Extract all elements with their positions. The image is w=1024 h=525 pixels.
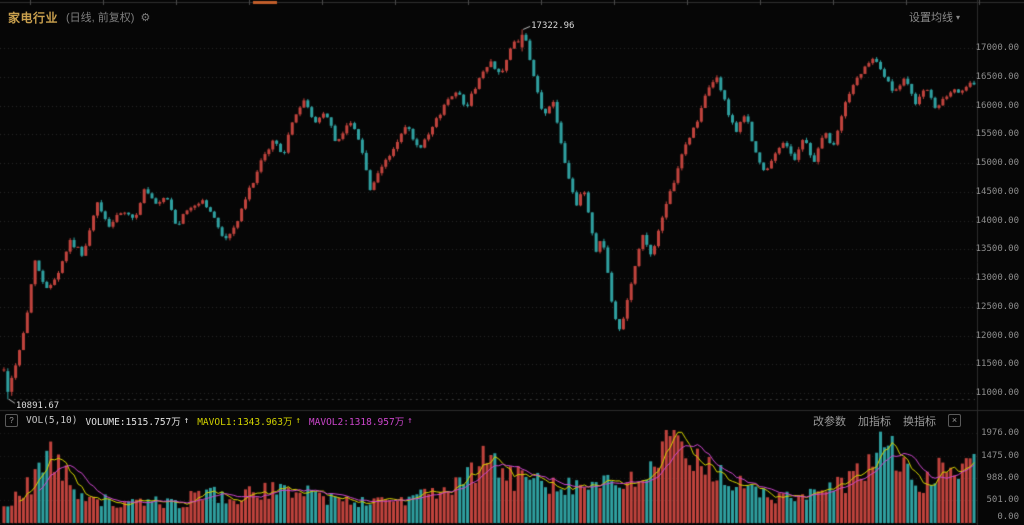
price-axis-label: 13500.00 [975,244,1019,255]
chevron-down-icon: ▾ [955,12,960,22]
low-price-annotation: 10891.67 [15,401,60,412]
indicator-actions: 改参数 加指标 换指标 × [813,413,961,429]
close-icon[interactable]: × [948,414,961,427]
price-axis-label: 15500.00 [975,129,1019,140]
volume-axis-label: 988.00 [986,473,1019,483]
volume-value: VOLUME:1515.757万 ↑ [85,414,189,428]
add-indicator-button[interactable]: 加指标 [858,415,891,428]
volume-axis-label: 1475.00 [981,450,1019,461]
price-axis-label: 12000.00 [975,330,1019,341]
chart-subtitle: (日线, 前复权) [66,12,135,24]
help-icon[interactable]: ? [5,414,18,427]
price-axis-label: 17000.00 [975,43,1019,53]
chart-title: 家电行业 [8,10,59,25]
vol-indicator-label[interactable]: VOL(5,10) [26,415,78,426]
up-arrow-icon: ↑ [295,415,301,426]
mavol2-value-text: MAVOL2:1318.957万 [308,416,405,428]
ma-settings-button[interactable]: 设置均线 ▾ [909,9,960,25]
mavol1-value: MAVOL1:1343.963万 ↑ [197,414,301,428]
volume-axis: 1976.00 1475.00 988.00 501.00 0.00 [977,0,1024,525]
mavol2-value: MAVOL2:1318.957万 ↑ [309,414,413,428]
up-arrow-icon: ↑ [407,415,413,426]
price-axis-label: 13000.00 [975,273,1019,283]
volume-axis-label: 501.00 [986,495,1019,506]
price-axis: 17000.00 16500.00 16000.00 15500.00 15000.00… [975,0,1024,525]
volume-axis-label: 0.00 [997,512,1019,522]
up-arrow-icon: ↑ [183,415,190,426]
price-axis-label: 16000.00 [975,100,1019,111]
volume-indicator-bar: ? VOL(5,10) VOLUME:1515.757万 ↑ MAVOL1:13… [0,412,977,429]
price-axis-label: 14000.00 [975,215,1019,226]
volume-value-text: VOLUME:1515.757万 [85,416,181,428]
chart-header: 家电行业 (日线, 前复权) ⚙ 设置均线 ▾ [0,6,970,28]
price-axis-label: 15000.00 [975,158,1019,168]
ma-settings-label: 设置均线 [908,12,953,24]
price-axis-label: 12500.00 [975,301,1019,312]
price-axis-label: 11000.00 [975,388,1019,398]
gear-icon[interactable]: ⚙ [140,11,151,24]
price-axis-label: 11500.00 [975,359,1019,370]
mavol1-value-text: MAVOL1:1343.963万 [197,416,293,428]
volume-axis-label: 1976.00 [981,428,1019,438]
switch-indicator-button[interactable]: 换指标 [903,415,936,428]
price-axis-label: 16500.00 [975,71,1019,82]
change-params-button[interactable]: 改参数 [813,415,846,428]
price-axis-label: 14500.00 [975,186,1019,197]
high-price-annotation: 17322.96 [531,21,575,32]
